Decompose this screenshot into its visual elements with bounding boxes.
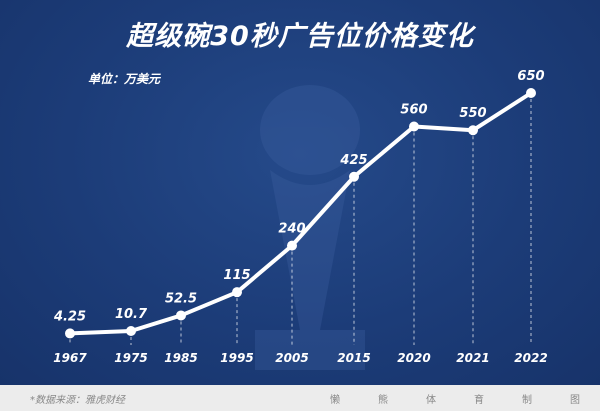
maker-char: 懒 (330, 395, 340, 406)
data-label: 240 (278, 222, 305, 237)
source-note: *数据来源：雅虎财经 (30, 395, 125, 406)
data-point (526, 88, 536, 98)
x-tick-label: 2020 (397, 351, 430, 365)
data-label: 52.5 (165, 291, 197, 306)
x-tick-label: 2021 (456, 351, 489, 365)
line-chart: 4.25 10.7 52.5 115 240 425 560 550 650 1967 1975 1… (53, 69, 548, 370)
maker-char: 体 (426, 395, 436, 406)
data-point (176, 310, 186, 321)
maker-char: 制 (522, 395, 532, 406)
x-tick-label: 2005 (275, 351, 308, 365)
maker-char: 熊 (378, 395, 388, 406)
x-tick-label: 1975 (114, 351, 147, 365)
x-tick-label: 1967 (53, 351, 87, 365)
footer: *数据来源：雅虎财经 懒 熊 体 育 制 图 (0, 385, 600, 411)
trophy-illustration (255, 85, 365, 370)
maker-char: 图 (570, 395, 580, 406)
data-label: 115 (223, 268, 250, 283)
data-label: 650 (517, 69, 544, 84)
maker-char: 育 (474, 395, 484, 406)
unit-label: 单位：万美元 (88, 72, 161, 86)
data-point (287, 240, 297, 251)
data-label: 560 (400, 103, 427, 118)
data-point (349, 171, 359, 182)
x-tick-label: 1995 (220, 351, 253, 365)
x-tick-label: 1985 (164, 351, 197, 365)
chart-title: 超级碗30秒广告位价格变化 (126, 21, 474, 52)
x-tick-label: 2015 (337, 351, 370, 365)
maker-credit: 懒 熊 体 育 制 图 (330, 391, 580, 406)
x-tick-label: 2022 (514, 351, 547, 365)
data-label: 550 (459, 106, 486, 121)
data-label: 4.25 (53, 309, 86, 324)
data-label: 425 (339, 153, 367, 168)
data-point (468, 125, 478, 136)
data-point (409, 121, 419, 132)
data-point (232, 287, 242, 298)
data-label: 10.7 (115, 307, 148, 322)
data-point (65, 328, 75, 339)
data-point (126, 326, 136, 337)
